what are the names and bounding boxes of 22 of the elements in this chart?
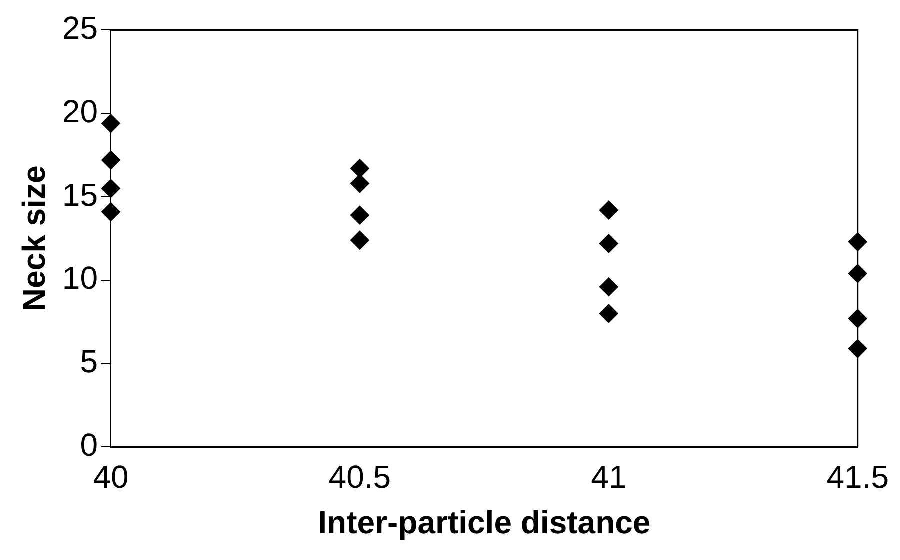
y-tick-label: 15 — [62, 176, 98, 213]
x-axis-title: Inter-particle distance — [318, 504, 651, 541]
y-tick-label: 20 — [62, 93, 98, 130]
y-tick-label: 5 — [80, 344, 98, 380]
point — [599, 278, 618, 297]
y-tick-label: 25 — [62, 10, 98, 46]
x-tick-label: 40.5 — [328, 459, 392, 496]
point — [350, 206, 370, 225]
y-tick-label: 10 — [62, 260, 98, 296]
point — [599, 200, 618, 220]
point — [101, 202, 120, 222]
x-tick-label: 41 — [591, 459, 627, 496]
point — [599, 234, 618, 254]
point — [101, 150, 120, 170]
y-axis-title: Neck size — [16, 166, 52, 312]
point — [599, 304, 618, 324]
point — [350, 159, 370, 178]
point — [101, 179, 120, 198]
point — [350, 230, 370, 250]
point — [101, 114, 120, 134]
point — [350, 174, 370, 194]
x-tick-label: 41.5 — [826, 459, 889, 496]
